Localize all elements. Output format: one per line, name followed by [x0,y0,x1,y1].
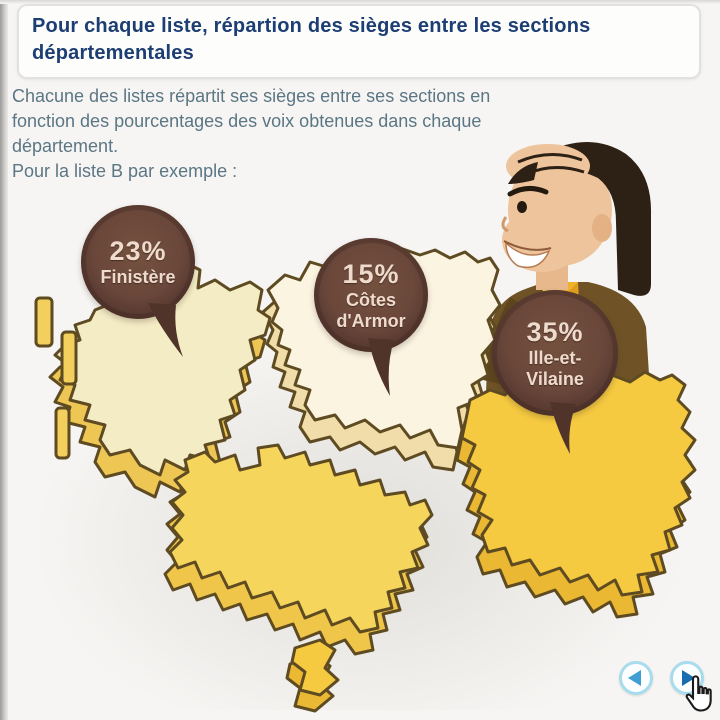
map-island [60,330,78,386]
intro-line: fonction des pourcentages des voix obten… [12,111,482,131]
bubble-label: Finistère [100,267,176,287]
bubble-percent: 35% [526,316,584,347]
bubble-cotes-darmor: 15% Côtes d'Armor [314,238,428,396]
arrow-left-icon [628,670,641,686]
hair-strand [517,152,583,164]
slide-title-box: Pour chaque liste, répartion des sièges … [17,4,701,79]
back-button[interactable] [619,661,653,695]
eye [517,201,527,213]
ear [592,214,612,242]
smile [505,241,551,269]
bubble-finistere: 23% Finistère [81,205,195,357]
map-island [34,296,54,348]
nose [501,216,509,233]
bubble-percent: 23% [109,236,167,266]
bubble-tail [368,338,394,396]
bubble-tail [148,303,183,357]
brittany-map [34,246,697,713]
window-top-edge [0,0,720,4]
cursor-pointer-icon [685,675,712,712]
lip-line [503,240,552,251]
bubble-tail [550,402,576,454]
eyebrow [507,186,549,197]
bubble-percent: 15% [342,258,400,289]
hair-temple [508,162,538,184]
bubble-label: Côtes [345,289,396,310]
hair [542,142,652,296]
intro-line: Chacune des listes répartit ses sièges e… [12,86,491,106]
intro-line: département. [12,136,119,156]
intro-text: Chacune des listes répartit ses sièges e… [12,84,612,184]
page-title: Pour chaque liste, répartion des sièges … [32,15,591,64]
arrow-right-icon [682,670,695,686]
bubble-label: d'Armor [336,310,406,331]
bubble-label: Ille-et- [528,347,582,368]
intro-line: Pour la liste B par exemple : [12,161,238,181]
map-island [54,406,71,460]
bubble-label: Vilaine [526,368,584,389]
bubble-ille-et-vilaine: 35% Ille-et- Vilaine [492,290,618,454]
window-left-edge [0,0,8,720]
